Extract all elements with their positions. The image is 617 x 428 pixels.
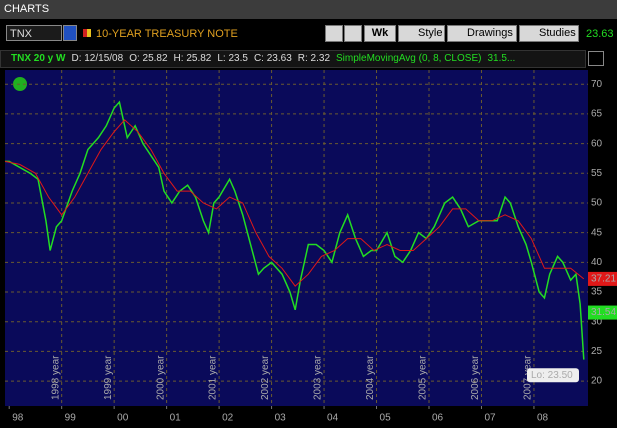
- studies-button[interactable]: Studies: [519, 25, 579, 42]
- period-label: 2005 year: [418, 355, 429, 400]
- y-tick-label: 50: [591, 198, 603, 209]
- price-line: [5, 100, 585, 360]
- study-name: SimpleMovingAvg (0, 8, CLOSE): [336, 53, 482, 64]
- x-tick-label: 99: [65, 413, 77, 424]
- drawings-button[interactable]: Drawings: [447, 25, 517, 42]
- info-high: H: 25.82: [173, 53, 212, 64]
- x-tick-label: 03: [275, 413, 287, 424]
- period-label: 2001 year: [208, 355, 219, 400]
- price-marker-label: 37.21: [591, 274, 616, 285]
- price-marker: [588, 305, 617, 320]
- low-label-box: [527, 368, 579, 383]
- low-label: Lo: 23.50: [531, 370, 573, 381]
- window-title: CHARTS: [0, 0, 617, 19]
- info-range: R: 2.32: [297, 53, 331, 64]
- info-date: D: 12/15/08: [71, 53, 124, 64]
- aggregation-button[interactable]: Wk: [364, 25, 396, 42]
- tool-button[interactable]: [344, 25, 362, 42]
- period-label: 1999 year: [103, 355, 114, 400]
- link-icon[interactable]: [83, 29, 91, 37]
- price-line: [4, 119, 585, 287]
- symbol-description: 10-YEAR TREASURY NOTE: [96, 28, 238, 40]
- price-marker: [588, 271, 617, 286]
- symbol-input[interactable]: TNX: [6, 25, 62, 41]
- y-tick-label: 35: [591, 287, 603, 298]
- x-tick-label: 01: [170, 413, 182, 424]
- y-tick-label: 65: [591, 109, 603, 120]
- info-low: L: 23.5: [217, 53, 248, 64]
- period-label: 2006 year: [470, 355, 481, 400]
- period-label: 2003 year: [313, 355, 324, 400]
- period-label: 2000 year: [155, 355, 166, 400]
- last-price: 23.63: [586, 28, 614, 40]
- x-tick-label: 00: [117, 413, 129, 424]
- period-label: 2002 year: [260, 355, 271, 400]
- x-tick-label: 98: [12, 413, 24, 424]
- info-close: C: 23.63: [253, 53, 292, 64]
- y-tick-label: 60: [591, 138, 603, 149]
- tool-button[interactable]: [325, 25, 343, 42]
- x-tick-label: 02: [222, 413, 234, 424]
- y-tick-label: 40: [591, 257, 603, 268]
- y-tick-label: 25: [591, 346, 603, 357]
- y-tick-label: 70: [591, 79, 603, 90]
- plot-area: [5, 70, 588, 406]
- chart-settings-icon[interactable]: [588, 51, 604, 66]
- x-tick-label: 08: [537, 413, 549, 424]
- style-button[interactable]: Style: [398, 25, 445, 42]
- study-value: 31.5...: [487, 53, 516, 64]
- price-marker-label: 31.54: [591, 307, 616, 318]
- info-open: O: 25.82: [129, 53, 168, 64]
- symbol-dropdown[interactable]: [63, 25, 77, 41]
- x-tick-label: 05: [380, 413, 392, 424]
- info-row: TNX 20 y W D: 12/15/08 O: 25.82 H: 25.82 L: …: [0, 50, 586, 68]
- period-label: 1998 year: [50, 355, 61, 400]
- x-tick-label: 04: [327, 413, 339, 424]
- y-tick-label: 55: [591, 168, 603, 179]
- chart-label: TNX 20 y W: [11, 53, 66, 64]
- y-tick-label: 30: [591, 316, 603, 327]
- x-tick-label: 06: [432, 413, 444, 424]
- x-tick-label: 07: [484, 413, 496, 424]
- toolbar: TNX 10-YEAR TREASURY NOTE Wk Style Drawi…: [0, 22, 617, 46]
- period-label: 2004 year: [365, 355, 376, 400]
- y-tick-label: 20: [591, 376, 603, 387]
- y-tick-label: 45: [591, 227, 603, 238]
